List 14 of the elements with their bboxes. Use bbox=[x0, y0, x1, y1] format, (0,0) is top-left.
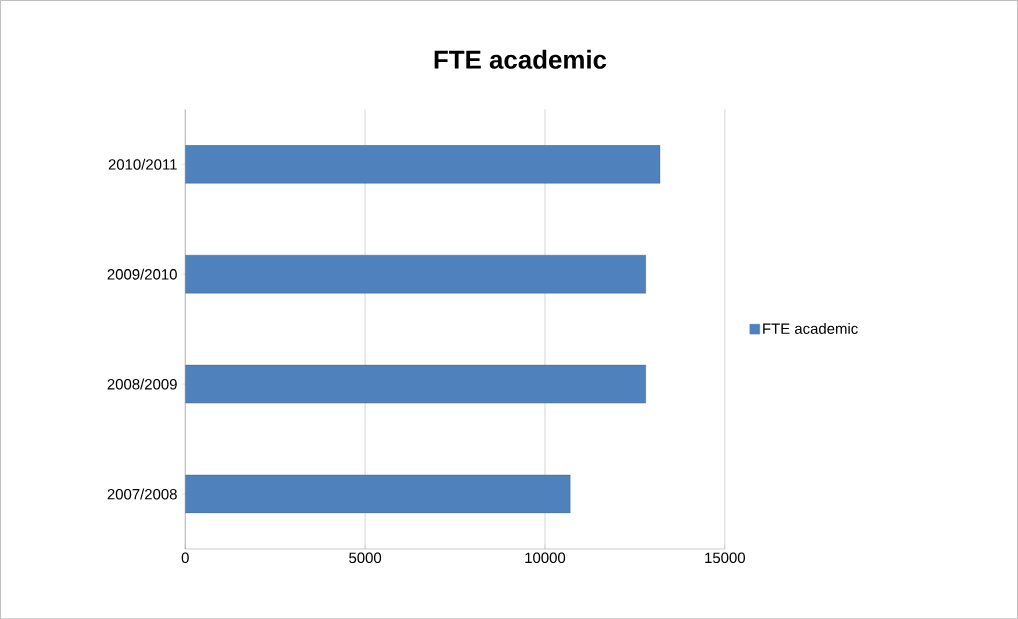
x-tick-label: 0 bbox=[181, 552, 189, 563]
bar bbox=[185, 254, 646, 294]
y-tick-label: 2009/2010 bbox=[107, 268, 177, 280]
chart-title: FTE academic bbox=[434, 49, 607, 69]
x-tick-label: 5000 bbox=[349, 552, 382, 563]
y-tick-label: 2008/2009 bbox=[107, 378, 177, 390]
legend-label: FTE academic bbox=[763, 322, 858, 334]
bar bbox=[185, 144, 661, 184]
bar bbox=[185, 364, 646, 404]
y-tick-label: 2010/2011 bbox=[108, 158, 177, 170]
x-tick-label: 10000 bbox=[525, 552, 566, 563]
y-tick-label: 2007/2008 bbox=[107, 488, 177, 500]
bar bbox=[185, 474, 571, 514]
x-tick-label: 15000 bbox=[705, 552, 745, 563]
